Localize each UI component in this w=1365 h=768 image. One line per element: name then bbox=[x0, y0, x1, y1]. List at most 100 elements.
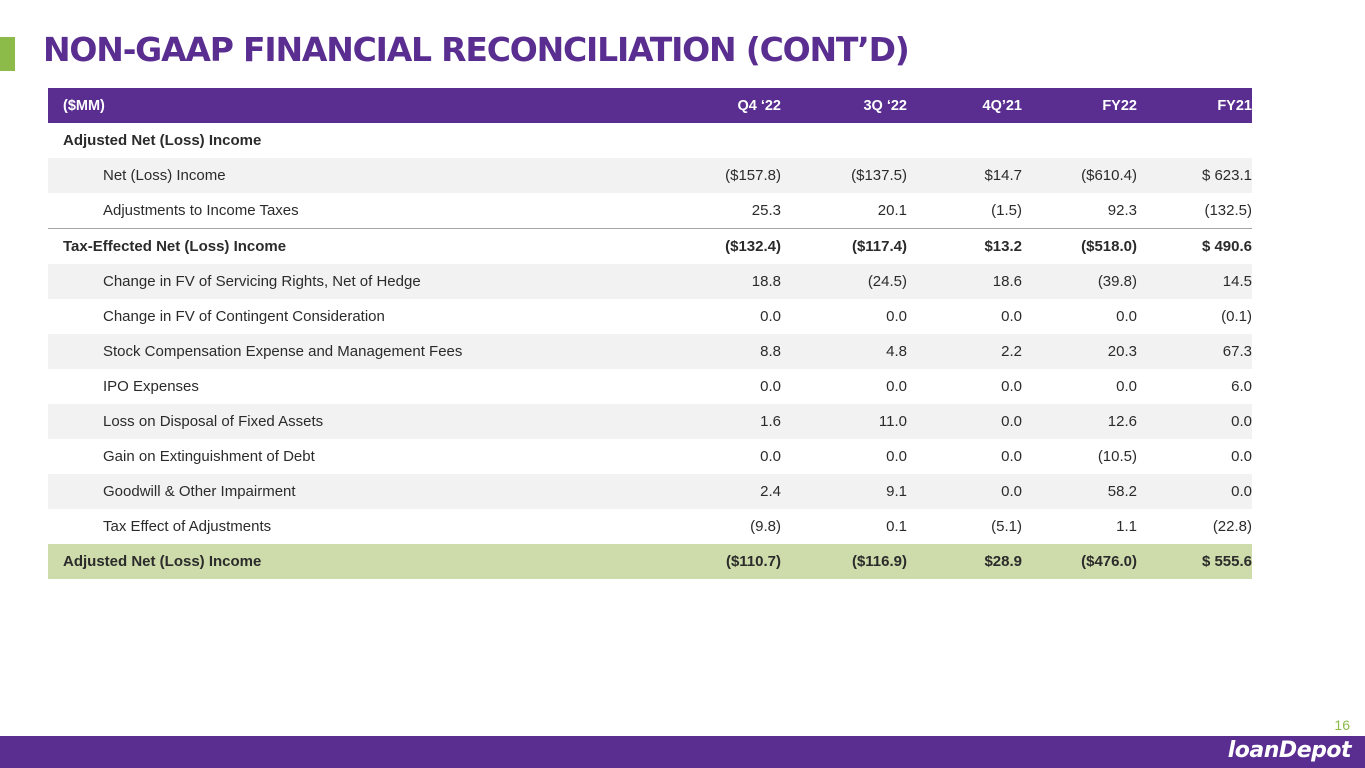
cell-fy22: 1.1 bbox=[1116, 518, 1137, 535]
cell-fy21: 67.3 bbox=[1222, 343, 1252, 360]
cell-3q-22: 0.0 bbox=[886, 448, 907, 465]
cell-4q-21: 0.0 bbox=[1001, 483, 1022, 500]
cell-4q-21: 2.2 bbox=[1001, 343, 1022, 360]
reconciliation-table: ($MM) Q4 ‘22 3Q ‘22 4Q’21 FY22 FY21 Adju… bbox=[48, 88, 1252, 579]
cell-3q-22: 4.8 bbox=[886, 343, 907, 360]
cell-3q-22: 0.1 bbox=[886, 518, 907, 535]
cell-fy22: ($610.4) bbox=[1081, 167, 1137, 184]
cell-4q-21: 0.0 bbox=[1001, 448, 1022, 465]
loandepot-logo: loanDepot bbox=[1227, 738, 1352, 763]
table-row: Stock Compensation Expense and Managemen… bbox=[48, 334, 1252, 369]
cell-fy21: 14.5 bbox=[1222, 273, 1252, 290]
cell-3q-22 bbox=[781, 123, 907, 158]
cell-q4-22: 8.8 bbox=[760, 343, 781, 360]
cell-q4-22: 0.0 bbox=[760, 308, 781, 325]
cell-q4-22: ($157.8) bbox=[725, 167, 781, 184]
row-label: IPO Expenses bbox=[103, 378, 199, 395]
cell-4q-21: 18.6 bbox=[992, 273, 1022, 290]
header-units: ($MM) bbox=[63, 97, 105, 114]
cell-fy21: (22.8) bbox=[1212, 518, 1252, 535]
cell-3q-22: ($116.9) bbox=[851, 553, 907, 570]
row-label: Adjusted Net (Loss) Income bbox=[63, 553, 262, 570]
table-row: Adjustments to Income Taxes 25.3 20.1 (1… bbox=[48, 193, 1252, 229]
cell-fy21: 6.0 bbox=[1231, 378, 1252, 395]
cell-q4-22: 0.0 bbox=[760, 378, 781, 395]
cell-fy22: ($476.0) bbox=[1081, 553, 1137, 570]
cell-3q-22: 0.0 bbox=[886, 308, 907, 325]
table-row: Change in FV of Servicing Rights, Net of… bbox=[48, 264, 1252, 299]
cell-4q-21 bbox=[907, 123, 1022, 158]
header-q4-22: Q4 ‘22 bbox=[737, 97, 781, 114]
cell-fy22: 92.3 bbox=[1107, 202, 1137, 219]
cell-3q-22: 11.0 bbox=[878, 413, 907, 430]
row-label: Adjusted Net (Loss) Income bbox=[63, 132, 262, 149]
table-row: Gain on Extinguishment of Debt 0.0 0.0 0… bbox=[48, 439, 1252, 474]
cell-fy22: ($518.0) bbox=[1022, 228, 1137, 264]
cell-fy22: 20.3 bbox=[1107, 343, 1137, 360]
cell-3q-22: 0.0 bbox=[886, 378, 907, 395]
cell-4q-21: (5.1) bbox=[991, 518, 1022, 535]
table-header-row: ($MM) Q4 ‘22 3Q ‘22 4Q’21 FY22 FY21 bbox=[48, 88, 1252, 123]
cell-q4-22: ($132.4) bbox=[670, 228, 781, 264]
header-4q-21: 4Q’21 bbox=[982, 97, 1023, 114]
row-label: Tax-Effected Net (Loss) Income bbox=[48, 228, 670, 264]
cell-3q-22: 9.1 bbox=[886, 483, 907, 500]
row-label: Goodwill & Other Impairment bbox=[103, 483, 296, 500]
cell-fy21: $ 490.6 bbox=[1137, 228, 1252, 264]
cell-fy22: 0.0 bbox=[1116, 308, 1137, 325]
cell-4q-21: $28.9 bbox=[984, 553, 1022, 570]
page-number: 16 bbox=[1334, 717, 1350, 733]
header-3q-22: 3Q ‘22 bbox=[863, 97, 907, 114]
cell-4q-21: $13.2 bbox=[907, 228, 1022, 264]
title-accent-bar bbox=[0, 37, 15, 71]
header-fy21: FY21 bbox=[1217, 97, 1252, 114]
cell-fy21: $ 555.6 bbox=[1201, 553, 1252, 570]
row-label: Change in FV of Servicing Rights, Net of… bbox=[103, 273, 421, 290]
cell-fy21: (132.5) bbox=[1204, 202, 1252, 219]
row-label: Gain on Extinguishment of Debt bbox=[103, 448, 315, 465]
cell-fy22: (10.5) bbox=[1097, 448, 1137, 465]
table-row: Net (Loss) Income ($157.8) ($137.5) $14.… bbox=[48, 158, 1252, 193]
cell-fy22: 0.0 bbox=[1116, 378, 1137, 395]
row-label: Adjustments to Income Taxes bbox=[103, 202, 299, 219]
table-row: Goodwill & Other Impairment 2.4 9.1 0.0 … bbox=[48, 474, 1252, 509]
footer-bar: loanDepot bbox=[0, 736, 1365, 768]
row-label: Loss on Disposal of Fixed Assets bbox=[103, 413, 324, 430]
cell-4q-21: 0.0 bbox=[1001, 308, 1022, 325]
cell-4q-21: 0.0 bbox=[1001, 378, 1022, 395]
cell-fy21: (0.1) bbox=[1221, 308, 1252, 325]
cell-4q-21: $14.7 bbox=[984, 167, 1022, 184]
cell-3q-22: ($117.4) bbox=[781, 228, 907, 264]
cell-3q-22: (24.5) bbox=[867, 273, 907, 290]
cell-q4-22 bbox=[670, 123, 781, 158]
cell-q4-22: 25.3 bbox=[751, 202, 781, 219]
row-label: Change in FV of Contingent Consideration bbox=[103, 308, 385, 325]
cell-3q-22: 20.1 bbox=[877, 202, 907, 219]
cell-fy22: (39.8) bbox=[1097, 273, 1137, 290]
cell-fy21: $ 623.1 bbox=[1201, 167, 1252, 184]
cell-fy21 bbox=[1137, 123, 1252, 158]
row-label: Stock Compensation Expense and Managemen… bbox=[103, 343, 463, 360]
page-title: NON-GAAP FINANCIAL RECONCILIATION (CONT’… bbox=[43, 30, 910, 69]
cell-fy22: 12.6 bbox=[1107, 413, 1137, 430]
cell-fy21: 0.0 bbox=[1231, 448, 1252, 465]
cell-q4-22: 18.8 bbox=[751, 273, 781, 290]
table-row-subtotal: Tax-Effected Net (Loss) Income ($132.4) … bbox=[48, 228, 1252, 264]
cell-fy22: 58.2 bbox=[1107, 483, 1137, 500]
row-label: Tax Effect of Adjustments bbox=[103, 518, 272, 535]
cell-fy21: 0.0 bbox=[1231, 483, 1252, 500]
table-row-total: Adjusted Net (Loss) Income ($110.7) ($11… bbox=[48, 544, 1252, 579]
cell-q4-22: 0.0 bbox=[760, 448, 781, 465]
table-row-section: Adjusted Net (Loss) Income bbox=[48, 123, 1252, 158]
cell-q4-22: 1.6 bbox=[760, 413, 781, 430]
row-label: Net (Loss) Income bbox=[103, 167, 226, 184]
cell-q4-22: (9.8) bbox=[750, 518, 781, 535]
cell-fy22 bbox=[1022, 123, 1137, 158]
header-fy22: FY22 bbox=[1102, 97, 1137, 114]
table-row: Tax Effect of Adjustments (9.8) 0.1 (5.1… bbox=[48, 509, 1252, 544]
cell-4q-21: (1.5) bbox=[991, 202, 1022, 219]
cell-3q-22: ($137.5) bbox=[851, 167, 907, 184]
cell-fy21: 0.0 bbox=[1231, 413, 1252, 430]
cell-q4-22: 2.4 bbox=[760, 483, 781, 500]
table-row: Loss on Disposal of Fixed Assets 1.6 11.… bbox=[48, 404, 1252, 439]
